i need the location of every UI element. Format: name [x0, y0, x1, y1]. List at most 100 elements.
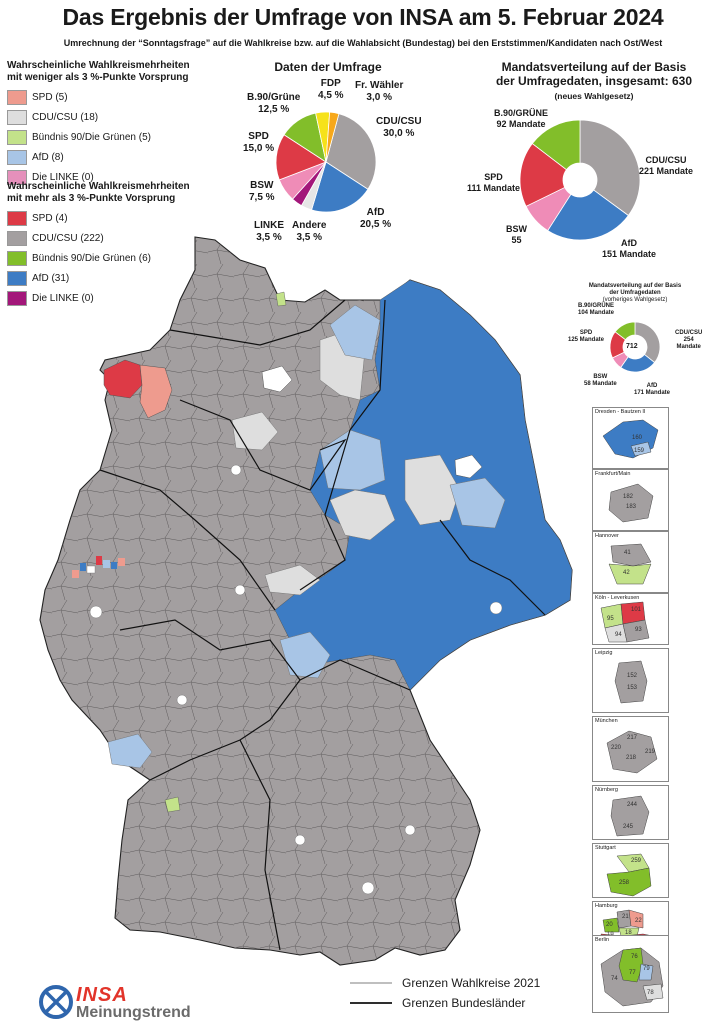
inset-number: 183 — [626, 504, 637, 510]
inset-leipzig: Leipzig 152 153 — [592, 648, 669, 713]
legend-low-title-line1: Wahrscheinliche Wahlkreismehrheiten — [7, 60, 190, 71]
inset-number: 220 — [611, 745, 622, 751]
legend-swatch — [7, 210, 27, 226]
legend-swatch — [7, 109, 27, 125]
map-berlin — [454, 454, 483, 479]
map-city-spot — [294, 834, 306, 846]
legend-item-afd-low: AfD (8) — [7, 147, 207, 167]
poll-title: Daten der Umfrage — [274, 60, 382, 74]
map-region-afd-marginal-5 — [107, 733, 153, 769]
inset-map — [602, 419, 659, 459]
inset-caption: Hannover — [595, 533, 619, 539]
legend-swatch — [7, 230, 27, 246]
legend-label: CDU/CSU (222) — [32, 232, 104, 244]
seats-old-label-spd: SPD 125 Mandate — [568, 330, 605, 343]
insa-logo-mark — [39, 985, 73, 1019]
inset-number: 160 — [632, 435, 643, 441]
map-ruhr-cluster — [72, 556, 125, 578]
inset-number: 93 — [635, 627, 642, 633]
map-city-spot — [176, 694, 188, 706]
legend-label: SPD (4) — [32, 212, 68, 224]
inset-number: 41 — [624, 550, 631, 556]
legend-label: CDU/CSU (18) — [32, 111, 99, 123]
inset-koeln: Köln - Leverkusen 101 95 93 94 — [592, 593, 669, 645]
inset-map — [606, 730, 658, 774]
inset-caption: Frankfurt/Main — [595, 471, 631, 477]
map-region-spd-north — [103, 359, 143, 399]
map-region-cdu-marginal-2 — [329, 489, 396, 541]
poll-label-bsw: BSW 7,5 % — [249, 180, 275, 203]
legend-label: Bündnis 90/Die Grünen (6) — [32, 252, 151, 264]
inset-stuttgart: Stuttgart 259 258 — [592, 843, 669, 898]
legend-item-cdu-low: CDU/CSU (18) — [7, 107, 207, 127]
map-city-spot — [361, 881, 375, 895]
legend-label: SPD (5) — [32, 91, 68, 103]
map-region-cdu-marginal-3 — [404, 454, 461, 526]
map-hamburg — [261, 365, 293, 393]
map-region-gruene-south — [164, 796, 181, 813]
legend-low-title-line2: mit weniger als 3 %-Punkte Vorsprung — [7, 72, 189, 83]
inset-number: 22 — [635, 918, 642, 924]
inset-hannover: Hannover 41 42 — [592, 531, 669, 593]
poll-slice-cdu-csu — [325, 113, 377, 190]
inset-number: 244 — [627, 802, 638, 808]
inset-number: 77 — [629, 970, 636, 976]
legend-high-margin: Wahrscheinliche Wahlkreismehrheiten mit … — [7, 181, 207, 308]
inset-number: 79 — [643, 966, 650, 972]
inset-map — [610, 795, 650, 837]
legend-wahlkreise-label: Grenzen Wahlkreise 2021 — [402, 976, 541, 990]
page-subtitle: Umrechnung der “Sonntagsfrage” auf die W… — [63, 38, 663, 48]
inset-number: 217 — [627, 735, 638, 741]
inset-number: 259 — [631, 858, 642, 864]
legend-swatch — [7, 169, 27, 185]
map-city-spot — [489, 601, 503, 615]
inset-number: 101 — [631, 607, 642, 613]
legend-item-afd-high: AfD (31) — [7, 268, 207, 288]
map-region-gruene-north — [275, 291, 287, 307]
inset-number: 42 — [623, 570, 630, 576]
legend-swatch — [7, 290, 27, 306]
poll-label-gruene: B.90/Grüne 12,5 % — [247, 92, 301, 115]
legend-item-linke-low: Die LINKE (0) — [7, 167, 207, 187]
inset-number: 78 — [647, 990, 654, 996]
seats-old-total: 712 — [626, 343, 638, 350]
inset-frankfurt: Frankfurt/Main 182 183 — [592, 469, 669, 531]
inset-map — [606, 853, 652, 897]
seats-new-slice-afd — [547, 189, 629, 241]
legend-swatch — [7, 149, 27, 165]
inset-map — [600, 601, 650, 643]
inset-number: 94 — [615, 632, 622, 638]
legend-label: Die LINKE (0) — [32, 292, 94, 304]
legend-bundeslaender-label: Grenzen Bundesländer — [402, 996, 526, 1010]
map-region-afd-marginal-3 — [449, 477, 506, 529]
legend-swatch — [7, 270, 27, 286]
legend-low-margin: Wahrscheinliche Wahlkreismehrheiten mit … — [7, 60, 207, 187]
poll-label-cdu: CDU/CSU 30,0 % — [376, 116, 422, 139]
inset-muenchen: München 217 220 218 219 — [592, 716, 669, 782]
poll-label-spd: SPD 15,0 % — [243, 131, 275, 154]
map-city-spot — [234, 584, 246, 596]
map-region-cdu-marginal-5 — [231, 411, 279, 451]
insa-logo-subtext: Meinungstrend — [76, 1004, 191, 1021]
inset-caption: Hamburg — [595, 903, 618, 909]
map-region-cdu-marginal-4 — [264, 564, 321, 596]
inset-number: 152 — [627, 673, 638, 679]
inset-caption: Nürnberg — [595, 787, 618, 793]
seats-new-label-bsw: BSW 55 — [506, 224, 527, 245]
inset-number: 74 — [611, 976, 618, 982]
map-state-borders — [99, 299, 546, 951]
inset-number: 76 — [631, 954, 638, 960]
poll-label-fdp: FDP 4,5 % — [318, 78, 344, 101]
legend-item-spd-high: SPD (4) — [7, 208, 207, 228]
seats-old-label-gruene: B.90/GRÜNE 104 Mandate — [578, 303, 615, 316]
legend-label: AfD (31) — [32, 272, 70, 284]
seats-new-label-gruene: B.90/GRÜNE 92 Mandate — [494, 108, 549, 129]
insa-logo-text: INSA — [76, 984, 128, 1006]
inset-caption: Leipzig — [595, 650, 613, 656]
seats-new-slice-spd — [519, 142, 568, 207]
seats-old-label-cdu: CDU/CSU 254 Mandate — [675, 330, 703, 350]
